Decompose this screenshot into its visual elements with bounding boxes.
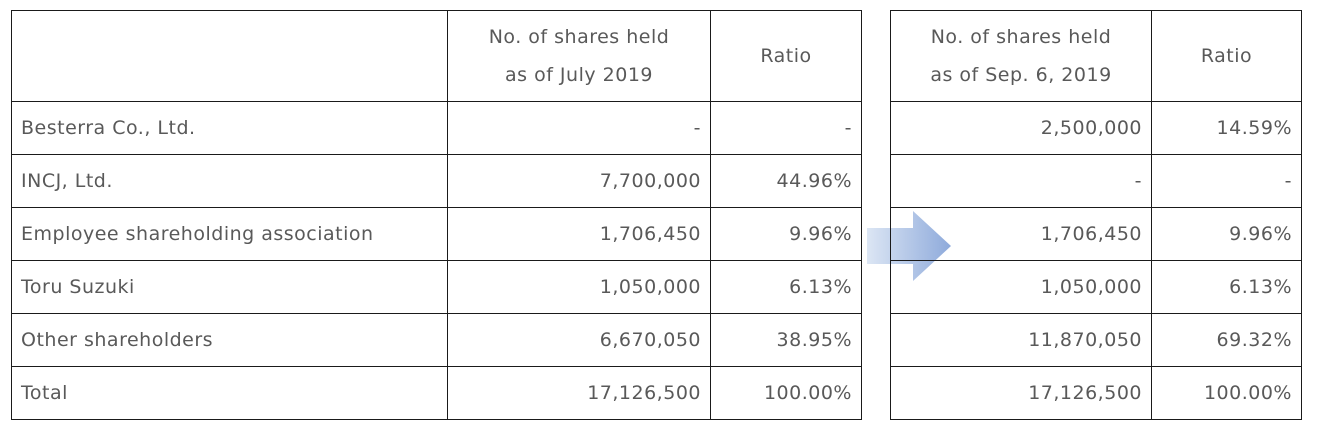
header-shares-held: No. of shares held as of July 2019: [447, 10, 711, 102]
ratio: 100.00%: [710, 366, 862, 420]
header-shares-line2: as of July 2019: [505, 64, 653, 86]
shares-held: 11,870,050: [890, 313, 1152, 367]
header-name: [11, 10, 448, 102]
ratio: 14.59%: [1151, 101, 1302, 155]
ratio: 100.00%: [1151, 366, 1302, 420]
header-shares-line1: No. of shares held: [930, 26, 1112, 48]
shareholder-name: Total: [11, 366, 448, 420]
shareholder-name: Toru Suzuki: [11, 260, 448, 314]
ratio: -: [1151, 154, 1302, 208]
ratio: 9.96%: [710, 207, 862, 261]
header-shares-held: No. of shares held as of Sep. 6, 2019: [890, 10, 1152, 102]
ratio: 69.32%: [1151, 313, 1302, 367]
shares-held: 1,050,000: [447, 260, 711, 314]
header-ratio: Ratio: [710, 10, 862, 102]
table-row: 1,706,450 9.96%: [890, 207, 1302, 261]
table-row-total: Total 17,126,500 100.00%: [11, 366, 862, 420]
shareholder-name: Employee shareholding association: [11, 207, 448, 261]
ratio: 6.13%: [1151, 260, 1302, 314]
header-ratio: Ratio: [1151, 10, 1302, 102]
table-row: 1,050,000 6.13%: [890, 260, 1302, 314]
table-header-row: No. of shares held as of Sep. 6, 2019 Ra…: [890, 10, 1302, 102]
table-row: Employee shareholding association 1,706,…: [11, 207, 862, 261]
table-row: - -: [890, 154, 1302, 208]
shares-held: 1,706,450: [890, 207, 1152, 261]
ratio: 6.13%: [710, 260, 862, 314]
header-shares-line1: No. of shares held: [488, 26, 670, 48]
ratio: -: [710, 101, 862, 155]
table-row-total: 17,126,500 100.00%: [890, 366, 1302, 420]
shareholder-name: Other shareholders: [11, 313, 448, 367]
shares-held: 6,670,050: [447, 313, 711, 367]
ratio: 44.96%: [710, 154, 862, 208]
table-row: INCJ, Ltd. 7,700,000 44.96%: [11, 154, 862, 208]
shares-held: 17,126,500: [890, 366, 1152, 420]
shares-held: 7,700,000: [447, 154, 711, 208]
shareholders-table-sep-6-2019: No. of shares held as of Sep. 6, 2019 Ra…: [890, 10, 1302, 420]
ratio: 38.95%: [710, 313, 862, 367]
ratio: 9.96%: [1151, 207, 1302, 261]
shareholder-name: Besterra Co., Ltd.: [11, 101, 448, 155]
shares-held: -: [890, 154, 1152, 208]
table-row: 2,500,000 14.59%: [890, 101, 1302, 155]
table-row: 11,870,050 69.32%: [890, 313, 1302, 367]
table-row: Other shareholders 6,670,050 38.95%: [11, 313, 862, 367]
shares-held: 17,126,500: [447, 366, 711, 420]
header-shares-line2: as of Sep. 6, 2019: [930, 64, 1112, 86]
table-row: Besterra Co., Ltd. - -: [11, 101, 862, 155]
shareholders-table-july-2019: No. of shares held as of July 2019 Ratio…: [11, 10, 862, 420]
table-row: Toru Suzuki 1,050,000 6.13%: [11, 260, 862, 314]
table-header-row: No. of shares held as of July 2019 Ratio: [11, 10, 862, 102]
shareholder-name: INCJ, Ltd.: [11, 154, 448, 208]
shares-held: 1,706,450: [447, 207, 711, 261]
shares-held: -: [447, 101, 711, 155]
shares-held: 2,500,000: [890, 101, 1152, 155]
shares-held: 1,050,000: [890, 260, 1152, 314]
